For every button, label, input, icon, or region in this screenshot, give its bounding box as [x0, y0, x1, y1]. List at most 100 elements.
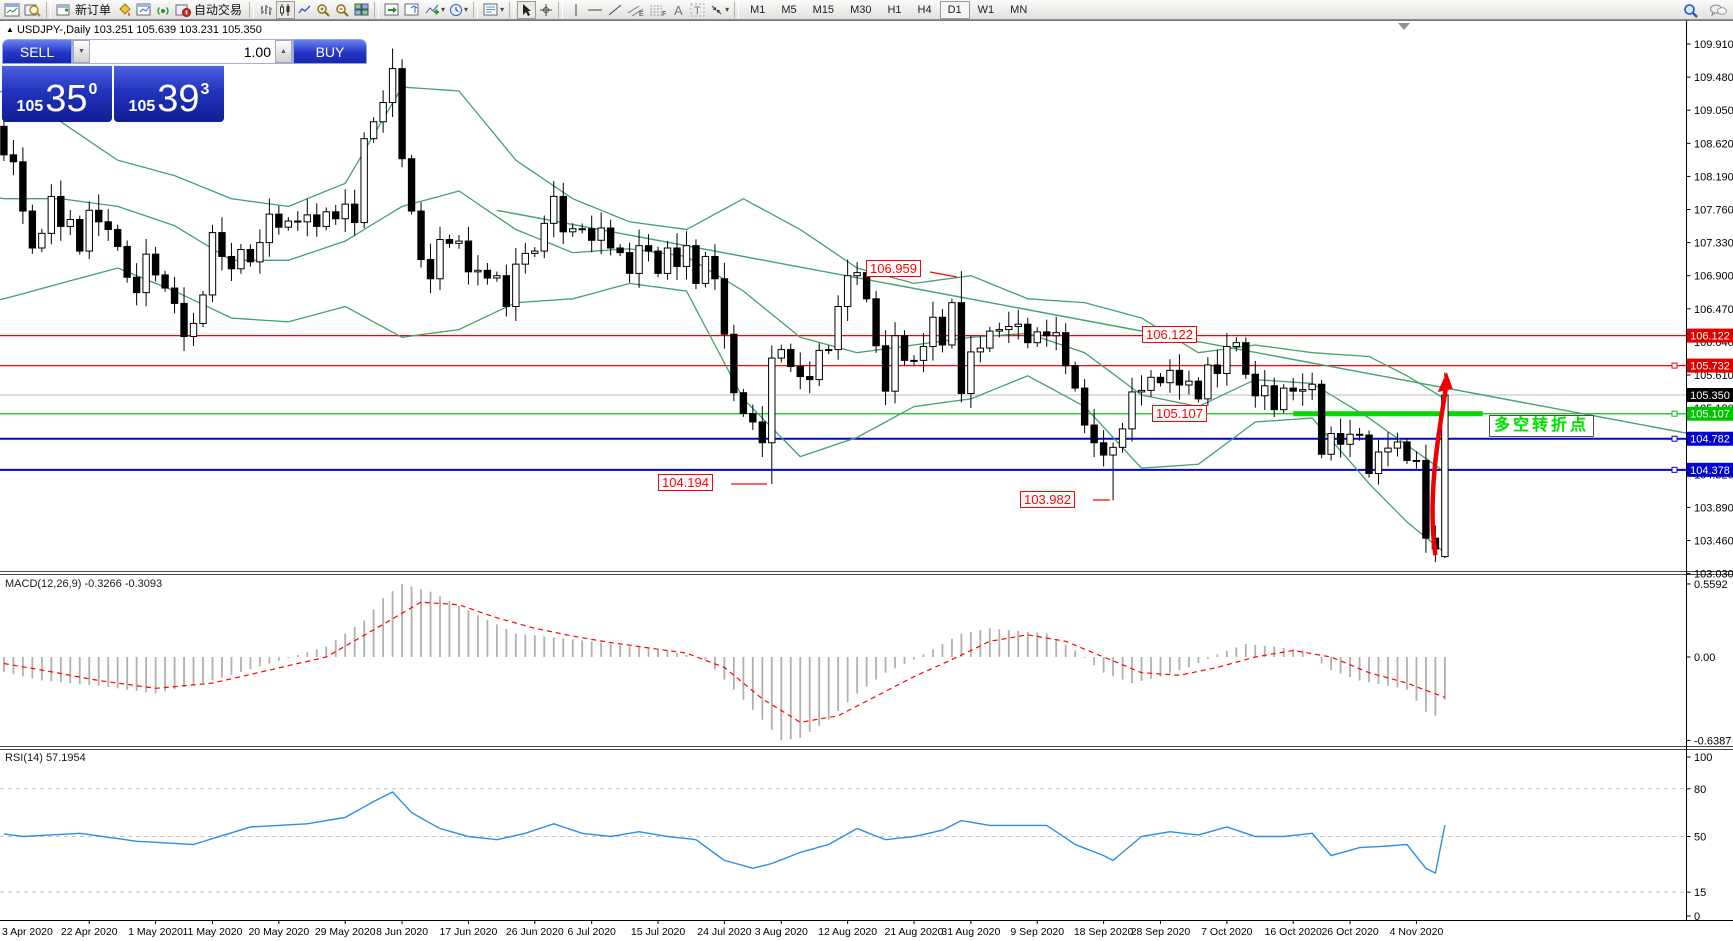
svg-text:T: T — [694, 5, 701, 17]
svg-text:8 Jun 2020: 8 Jun 2020 — [376, 926, 428, 938]
annotation-turning-point[interactable]: 多空转折点 — [1489, 415, 1595, 437]
dropdown-caret: ▾ — [725, 5, 730, 14]
svg-text:106.470: 106.470 — [1694, 304, 1733, 316]
svg-text:105.610: 105.610 — [1694, 370, 1733, 382]
search-icon[interactable] — [1681, 1, 1701, 19]
svg-text:18 Sep 2020: 18 Sep 2020 — [1074, 926, 1134, 938]
volume-increase-button[interactable]: ▲ — [275, 40, 292, 63]
svg-text:4 Nov 2020: 4 Nov 2020 — [1390, 926, 1444, 938]
chart-shift-icon[interactable] — [402, 1, 422, 19]
svg-text:103.030: 103.030 — [1694, 569, 1733, 581]
zoom-out-icon[interactable] — [333, 1, 352, 19]
annotation-103982[interactable]: 103.982 — [1020, 491, 1075, 508]
one-click-trading-panel: SELL ▼ ▲ BUY 105 35 0 105 39 3 — [2, 39, 367, 122]
auto-trading-icon[interactable] — [173, 1, 193, 19]
timeframe-D1[interactable]: D1 — [939, 0, 970, 19]
svg-text:1 May 2020: 1 May 2020 — [128, 926, 183, 938]
timeframe-W1[interactable]: W1 — [977, 3, 995, 16]
timeframe-H1[interactable]: H1 — [887, 3, 902, 16]
svg-text:109.480: 109.480 — [1694, 72, 1733, 84]
toolbar-separator — [734, 1, 740, 18]
crosshair-tool-icon[interactable] — [536, 1, 555, 19]
horizontal-line-tool-icon[interactable] — [585, 1, 605, 19]
svg-text:108.190: 108.190 — [1694, 171, 1733, 183]
chat-icon[interactable] — [1707, 1, 1729, 19]
toolbar-separator — [46, 1, 51, 18]
svg-text:24 Jul 2020: 24 Jul 2020 — [697, 926, 751, 938]
svg-text:109.910: 109.910 — [1694, 39, 1733, 51]
svg-text:26 Oct 2020: 26 Oct 2020 — [1321, 926, 1378, 938]
candlestick-chart-icon[interactable] — [276, 0, 296, 19]
sell-button[interactable]: SELL — [2, 39, 72, 64]
timeframe-M30[interactable]: M30 — [850, 3, 872, 16]
svg-text:105.107: 105.107 — [1690, 409, 1730, 421]
indicators-add-icon[interactable]: ▾ — [422, 1, 447, 19]
svg-text:16 Oct 2020: 16 Oct 2020 — [1265, 926, 1322, 938]
buy-button[interactable]: BUY — [293, 39, 367, 64]
bar-chart-icon[interactable] — [257, 1, 276, 19]
zoom-in-icon[interactable] — [314, 1, 333, 19]
new-order-icon[interactable] — [54, 1, 74, 19]
periods-clock-icon[interactable]: ▾ — [447, 1, 470, 19]
sell-price-prefix: 105 — [16, 98, 44, 115]
svg-text:3 Aug 2020: 3 Aug 2020 — [755, 926, 808, 938]
timeframe-H4[interactable]: H4 — [917, 3, 932, 16]
svg-text:109.050: 109.050 — [1694, 105, 1733, 117]
styles-bucket-icon[interactable] — [115, 1, 134, 19]
annotation-104194[interactable]: 104.194 — [658, 474, 713, 491]
svg-text:28 Sep 2020: 28 Sep 2020 — [1131, 926, 1191, 938]
profiles-magnifier-icon[interactable] — [22, 1, 43, 19]
svg-text:105.350: 105.350 — [1690, 390, 1730, 402]
arrows-tool-icon[interactable]: ▾ — [707, 1, 731, 19]
timeframe-MN[interactable]: MN — [1010, 3, 1028, 16]
sell-price-display[interactable]: 105 35 0 — [2, 65, 112, 122]
svg-text:11 May 2020: 11 May 2020 — [183, 926, 243, 938]
svg-text:108.620: 108.620 — [1694, 138, 1733, 150]
volume-spinner: ▼ ▲ — [72, 39, 293, 64]
toolbar-separator — [249, 1, 255, 18]
svg-text:103.890: 103.890 — [1694, 502, 1733, 514]
volume-decrease-button[interactable]: ▼ — [73, 40, 90, 63]
line-chart-icon[interactable] — [295, 1, 314, 19]
svg-text:12 Aug 2020: 12 Aug 2020 — [818, 926, 877, 938]
timeframe-M5[interactable]: M5 — [781, 3, 797, 16]
text-tool-icon[interactable]: A — [669, 1, 688, 19]
svg-text:15 Jul 2020: 15 Jul 2020 — [631, 926, 685, 938]
dropdown-caret: ▾ — [500, 5, 505, 14]
toolbar-separator — [374, 1, 380, 18]
auto-trading-label[interactable]: 自动交易 — [194, 3, 243, 17]
fibonacci-tool-icon[interactable]: F — [647, 1, 669, 19]
annotation-105107[interactable]: 105.107 — [1152, 405, 1207, 422]
svg-text:3 Apr 2020: 3 Apr 2020 — [2, 926, 53, 938]
svg-text:107.760: 107.760 — [1694, 205, 1733, 217]
chart-window-icon[interactable] — [2, 1, 22, 19]
text-label-tool-icon[interactable]: T — [688, 1, 707, 19]
toolbar-separator — [509, 1, 515, 18]
timeframe-M15[interactable]: M15 — [812, 3, 835, 16]
svg-text:50: 50 — [1694, 832, 1706, 844]
tile-windows-icon[interactable] — [352, 1, 371, 19]
svg-text:-0.6387: -0.6387 — [1694, 735, 1731, 747]
signals-icon[interactable] — [154, 1, 173, 19]
new-order-label[interactable]: 新订单 — [75, 3, 112, 17]
channel-tool-icon[interactable]: E — [625, 1, 647, 19]
timeframe-M1[interactable]: M1 — [750, 3, 766, 16]
auto-scroll-icon[interactable] — [382, 1, 402, 19]
buy-price-display[interactable]: 105 39 3 — [114, 65, 224, 122]
templates-icon[interactable]: ▾ — [481, 1, 506, 19]
cursor-tool-icon[interactable] — [517, 0, 537, 19]
vertical-line-tool-icon[interactable] — [566, 1, 585, 19]
annotation-106959[interactable]: 106.959 — [866, 260, 921, 277]
annotation-106122[interactable]: 106.122 — [1142, 326, 1197, 343]
svg-text:106.900: 106.900 — [1694, 271, 1733, 283]
toolbar-separator — [558, 1, 564, 18]
volume-input[interactable] — [90, 40, 275, 63]
svg-text:29 May 2020: 29 May 2020 — [315, 926, 376, 938]
market-watch-icon[interactable] — [134, 1, 154, 19]
collapse-triangle-icon[interactable]: ▲ — [6, 25, 14, 34]
trendline-tool-icon[interactable] — [605, 1, 625, 19]
svg-text:15: 15 — [1694, 887, 1706, 899]
svg-text:26 Jun 2020: 26 Jun 2020 — [506, 926, 564, 938]
